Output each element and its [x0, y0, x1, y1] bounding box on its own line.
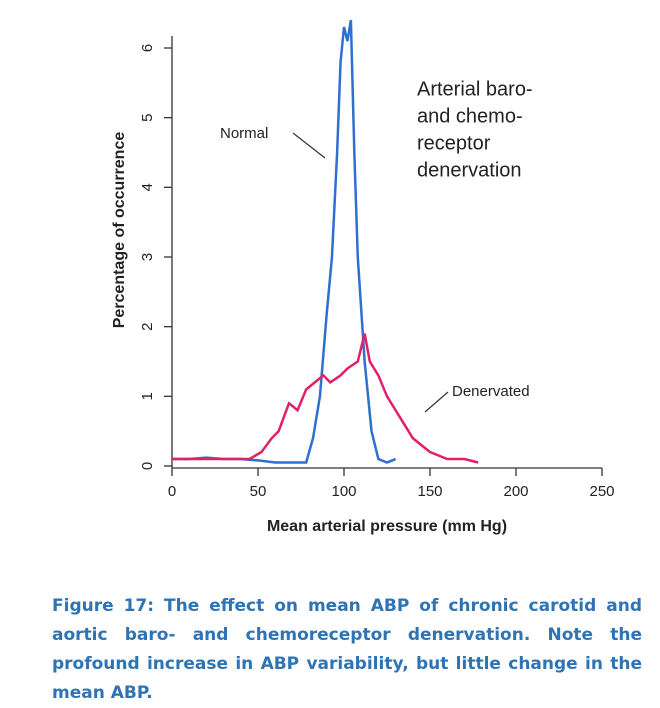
figure-caption: Figure 17: The effect on mean ABP of chr… [52, 596, 642, 703]
chart: Percentage of occurrence Mean arterial p… [111, 19, 615, 535]
annotation: receptor [417, 132, 491, 154]
data-line [172, 333, 479, 464]
x-axis-label: Mean arterial pressure (mm Hg) [267, 518, 507, 535]
series-label: Normal [220, 125, 268, 142]
y-tick-label: 3 [139, 253, 156, 261]
series-label: Denervated [452, 383, 530, 400]
x-tick-label: 150 [417, 483, 442, 500]
annotation: denervation [417, 159, 522, 181]
annotation: Arterial baro- [417, 78, 533, 100]
x-tick-label: 100 [331, 483, 356, 500]
x-tick-label: 250 [589, 483, 614, 500]
leader-line [424, 391, 449, 413]
x-tick-label: 0 [168, 483, 176, 500]
y-axis-label: Percentage of occurrence [111, 132, 128, 329]
x-tick-label: 50 [250, 483, 267, 500]
y-tick-label: 5 [139, 113, 156, 121]
y-tick-label: 4 [139, 183, 156, 191]
data-line [172, 19, 397, 464]
x-tick-label: 200 [503, 483, 528, 500]
leader-line [292, 132, 326, 159]
y-tick-label: 6 [139, 44, 156, 52]
y-tick-label: 2 [139, 322, 156, 330]
y-tick-label: 1 [139, 392, 156, 400]
y-tick-label: 0 [139, 462, 156, 470]
annotation: and chemo- [417, 105, 523, 127]
